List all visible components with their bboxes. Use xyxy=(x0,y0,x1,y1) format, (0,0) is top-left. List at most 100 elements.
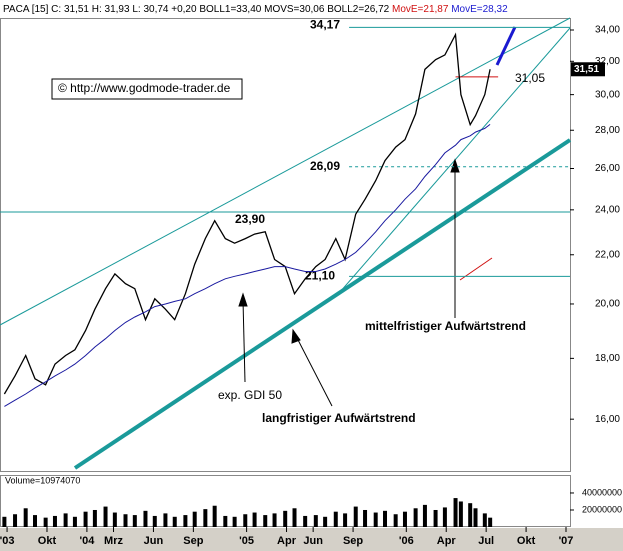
price-line xyxy=(4,124,491,407)
volume-bar xyxy=(203,509,208,527)
volume-bar xyxy=(223,515,228,527)
x-tick-label: Jul xyxy=(478,535,494,547)
volume-bar xyxy=(243,514,248,527)
volume-bar xyxy=(263,515,268,527)
volume-bar xyxy=(13,514,18,527)
volume-bar xyxy=(183,515,188,527)
arrow xyxy=(295,335,333,407)
long-trend xyxy=(73,138,572,470)
volume-bar xyxy=(232,516,237,527)
volume-tick-label: 40000000 xyxy=(582,487,622,497)
date-bar xyxy=(0,528,623,551)
volume-bar xyxy=(343,513,348,527)
y-tick-label: 30,00 xyxy=(595,89,620,100)
x-tick-label: '07 xyxy=(559,535,574,547)
y-tick-label: 16,00 xyxy=(595,414,620,425)
volume-bar xyxy=(172,516,177,527)
arrow-head xyxy=(238,292,248,307)
volume-bar xyxy=(212,505,217,527)
volume-bar xyxy=(143,510,148,527)
volume-bar xyxy=(152,515,157,527)
volume-bar xyxy=(2,516,7,527)
volume-bar xyxy=(363,509,368,527)
volume-label: Volume=10974070 xyxy=(5,475,80,485)
y-tick-label: 34,00 xyxy=(595,25,620,36)
blue-arrow xyxy=(495,26,517,66)
volume-bar xyxy=(333,511,338,527)
y-tick-label: 32,00 xyxy=(595,56,620,67)
y-tick-label: 20,00 xyxy=(595,299,620,310)
volume-bar xyxy=(103,506,108,527)
price-badge xyxy=(571,62,605,77)
header-move2: MovE=28,32 xyxy=(451,4,508,15)
y-tick-label: 22,00 xyxy=(595,249,620,260)
volume-bar xyxy=(482,513,487,527)
volume-bar xyxy=(422,504,427,527)
volume-bar xyxy=(313,515,318,527)
volume-bar xyxy=(292,508,297,527)
arrows xyxy=(238,158,460,407)
header: PACA [15] C: 31,51 H: 31,93 L: 30,74 +0,… xyxy=(3,4,508,15)
arrow-head xyxy=(291,328,301,344)
y-tick-label: 18,00 xyxy=(595,353,620,364)
level-label: 34,17 xyxy=(310,18,340,32)
volume-tick-label: 20000000 xyxy=(582,504,622,514)
header-move1: MovE=21,87 xyxy=(392,4,449,15)
annotation: exp. GDI 50 xyxy=(218,388,282,402)
volume-bar xyxy=(112,512,117,527)
level-label: 23,90 xyxy=(235,212,265,226)
volume-bar xyxy=(123,514,128,527)
plot-frame xyxy=(0,18,571,472)
volume-bar xyxy=(83,511,88,527)
x-tick-label: Apr xyxy=(277,535,297,547)
x-tick-label: Sep xyxy=(343,535,363,547)
level-label: 31,05 xyxy=(515,71,545,85)
x-tick-label: '06 xyxy=(399,535,414,547)
copyright: © http://www.godmode-trader.de xyxy=(58,81,231,95)
x-tick-label: '03 xyxy=(0,535,14,547)
volume-bar xyxy=(283,510,288,527)
arrow xyxy=(242,299,246,383)
volume-bar xyxy=(373,512,378,527)
volume-bar xyxy=(192,511,197,527)
level-label: 26,09 xyxy=(310,159,340,173)
x-tick-label: Jun xyxy=(303,535,323,547)
volume-bar xyxy=(453,498,458,527)
volume-bar xyxy=(442,507,447,527)
volume-bar xyxy=(92,509,97,527)
annotation: mittelfristiger Aufwärtstrend xyxy=(365,319,526,333)
annotation: langfristiger Aufwärtstrend xyxy=(262,411,416,425)
volume-bar xyxy=(43,517,48,527)
x-tick-label: Okt xyxy=(517,535,536,547)
volume-bar xyxy=(163,513,168,527)
volume-bar xyxy=(383,510,388,527)
x-tick-label: '04 xyxy=(79,535,95,547)
volume-bar xyxy=(433,509,438,527)
x-tick-label: Sep xyxy=(183,535,203,547)
volume-bar xyxy=(323,516,328,527)
volume-bar xyxy=(473,508,478,527)
x-tick-label: Apr xyxy=(437,535,457,547)
volume-bar xyxy=(458,501,463,527)
x-tick-label: Jun xyxy=(144,535,164,547)
copyright-box xyxy=(51,78,243,100)
volume-bar xyxy=(132,515,137,527)
volume-bar xyxy=(402,511,407,527)
x-tick-label: '05 xyxy=(239,535,254,547)
volume-bar xyxy=(468,503,473,527)
y-tick-label: 28,00 xyxy=(595,125,620,136)
volume-bar xyxy=(63,513,68,527)
y-tick-label: 24,00 xyxy=(595,204,620,215)
price-line xyxy=(3,32,491,395)
upper-channel xyxy=(0,17,571,326)
arrow-head xyxy=(450,158,460,173)
volume-bar xyxy=(33,515,38,527)
volume-bar xyxy=(303,515,308,527)
volume-bar xyxy=(353,506,358,527)
volume-bar xyxy=(413,508,418,527)
volume-bar xyxy=(393,514,398,527)
volume-bar xyxy=(488,517,493,527)
y-tick-label: 26,00 xyxy=(595,163,620,174)
volume-bar xyxy=(72,516,77,527)
